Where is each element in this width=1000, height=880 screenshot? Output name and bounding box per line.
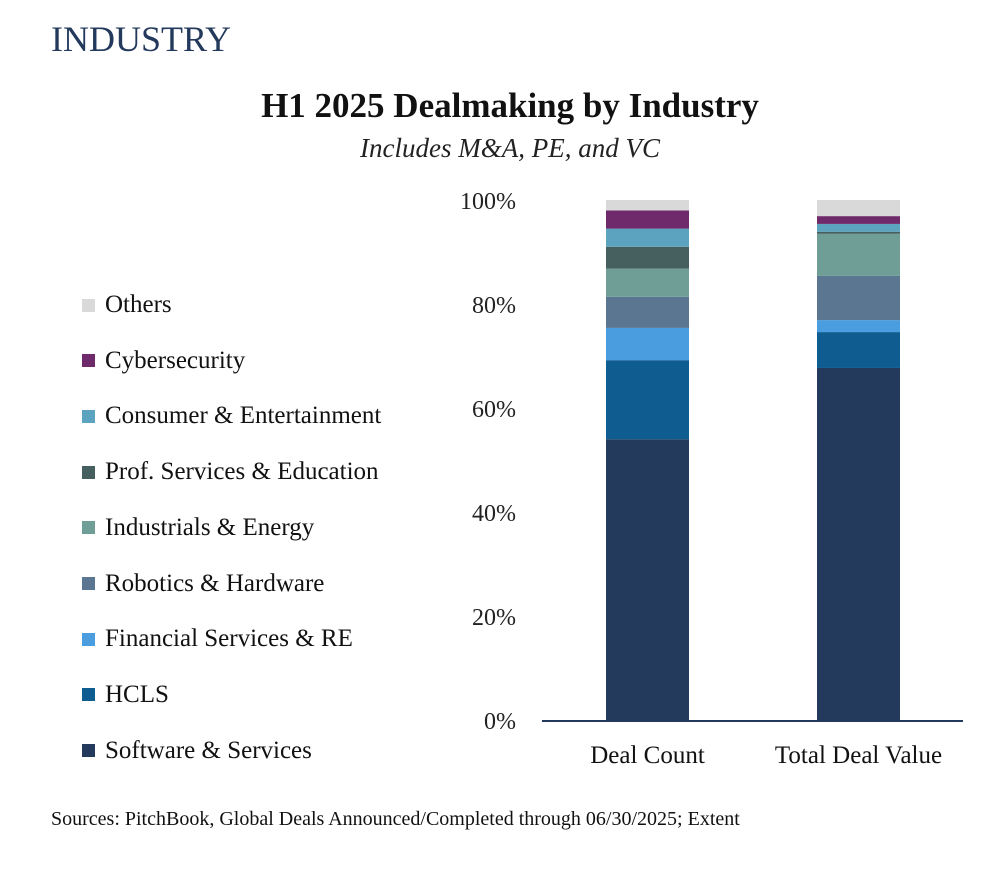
legend-swatch bbox=[82, 521, 95, 535]
y-tick-label: 0% bbox=[484, 709, 516, 735]
legend-item: Robotics & Hardware bbox=[82, 569, 324, 599]
bar-segment-hcls bbox=[606, 360, 689, 440]
legend-item: Industrials & Energy bbox=[82, 513, 314, 543]
legend-swatch bbox=[82, 298, 95, 312]
bar-segment-consumer-entertainment bbox=[817, 223, 900, 232]
x-category-label: Deal Count bbox=[590, 742, 705, 769]
y-tick-label: 60% bbox=[472, 397, 516, 423]
bar-segment-others bbox=[817, 200, 900, 217]
bar-segment-financial-services-re bbox=[817, 320, 900, 333]
legend-swatch bbox=[82, 409, 95, 423]
legend-item: Prof. Services & Education bbox=[82, 457, 379, 487]
legend-label: Financial Services & RE bbox=[105, 625, 353, 653]
chart-subtitle: Includes M&A, PE, and VC bbox=[360, 133, 660, 163]
legend-item: Consumer & Entertainment bbox=[82, 401, 381, 431]
legend-item: Cybersecurity bbox=[82, 346, 245, 376]
y-tick-label: 80% bbox=[472, 293, 516, 319]
bar-segment-industrials-energy bbox=[817, 233, 900, 276]
y-tick-label: 100% bbox=[460, 189, 516, 215]
legend-swatch bbox=[82, 744, 95, 758]
legend-label: Prof. Services & Education bbox=[105, 458, 379, 486]
bar-segment-consumer-entertainment bbox=[606, 228, 689, 247]
x-category-label: Total Deal Value bbox=[775, 742, 942, 769]
legend-label: Consumer & Entertainment bbox=[105, 402, 382, 430]
legend-swatch bbox=[82, 354, 95, 368]
chart-title: H1 2025 Dealmaking by Industry bbox=[261, 86, 759, 125]
legend-item: Software & Services bbox=[82, 736, 312, 766]
bar-segment-prof-services-education bbox=[606, 246, 689, 269]
section-title: INDUSTRY bbox=[51, 19, 232, 59]
legend-item: Financial Services & RE bbox=[82, 624, 353, 654]
bar-segment-industrials-energy bbox=[606, 268, 689, 297]
bar-segment-robotics-hardware bbox=[606, 296, 689, 328]
bar-segment-prof-services-education bbox=[817, 231, 900, 234]
bar-segment-financial-services-re bbox=[606, 327, 689, 361]
legend-swatch bbox=[82, 465, 95, 479]
legend-label: HCLS bbox=[105, 680, 169, 708]
bar-segment-software-services bbox=[606, 439, 689, 720]
bar-segment-hcls bbox=[817, 332, 900, 368]
y-tick-label: 20% bbox=[472, 605, 516, 631]
legend-label: Others bbox=[105, 291, 172, 318]
bar-segment-cybersecurity bbox=[606, 210, 689, 229]
bar-segment-cybersecurity bbox=[817, 216, 900, 224]
legend-swatch bbox=[82, 632, 95, 646]
bar-segment-software-services bbox=[817, 367, 900, 720]
legend-swatch bbox=[82, 688, 95, 702]
legend-swatch bbox=[82, 577, 95, 590]
legend-item: HCLS bbox=[82, 680, 169, 710]
legend-label: Cybersecurity bbox=[105, 346, 246, 374]
legend-item: Others bbox=[82, 290, 172, 320]
y-tick-label: 40% bbox=[472, 501, 516, 527]
bar-segment-robotics-hardware bbox=[817, 275, 900, 321]
bar-total-deal-value bbox=[817, 200, 900, 720]
legend-label: Industrials & Energy bbox=[105, 513, 315, 541]
source-footnote: Sources: PitchBook, Global Deals Announc… bbox=[51, 808, 740, 830]
bar-deal-count bbox=[606, 200, 689, 720]
bar-segment-others bbox=[606, 200, 689, 211]
legend-label: Software & Services bbox=[105, 736, 312, 764]
legend-label: Robotics & Hardware bbox=[105, 569, 325, 597]
